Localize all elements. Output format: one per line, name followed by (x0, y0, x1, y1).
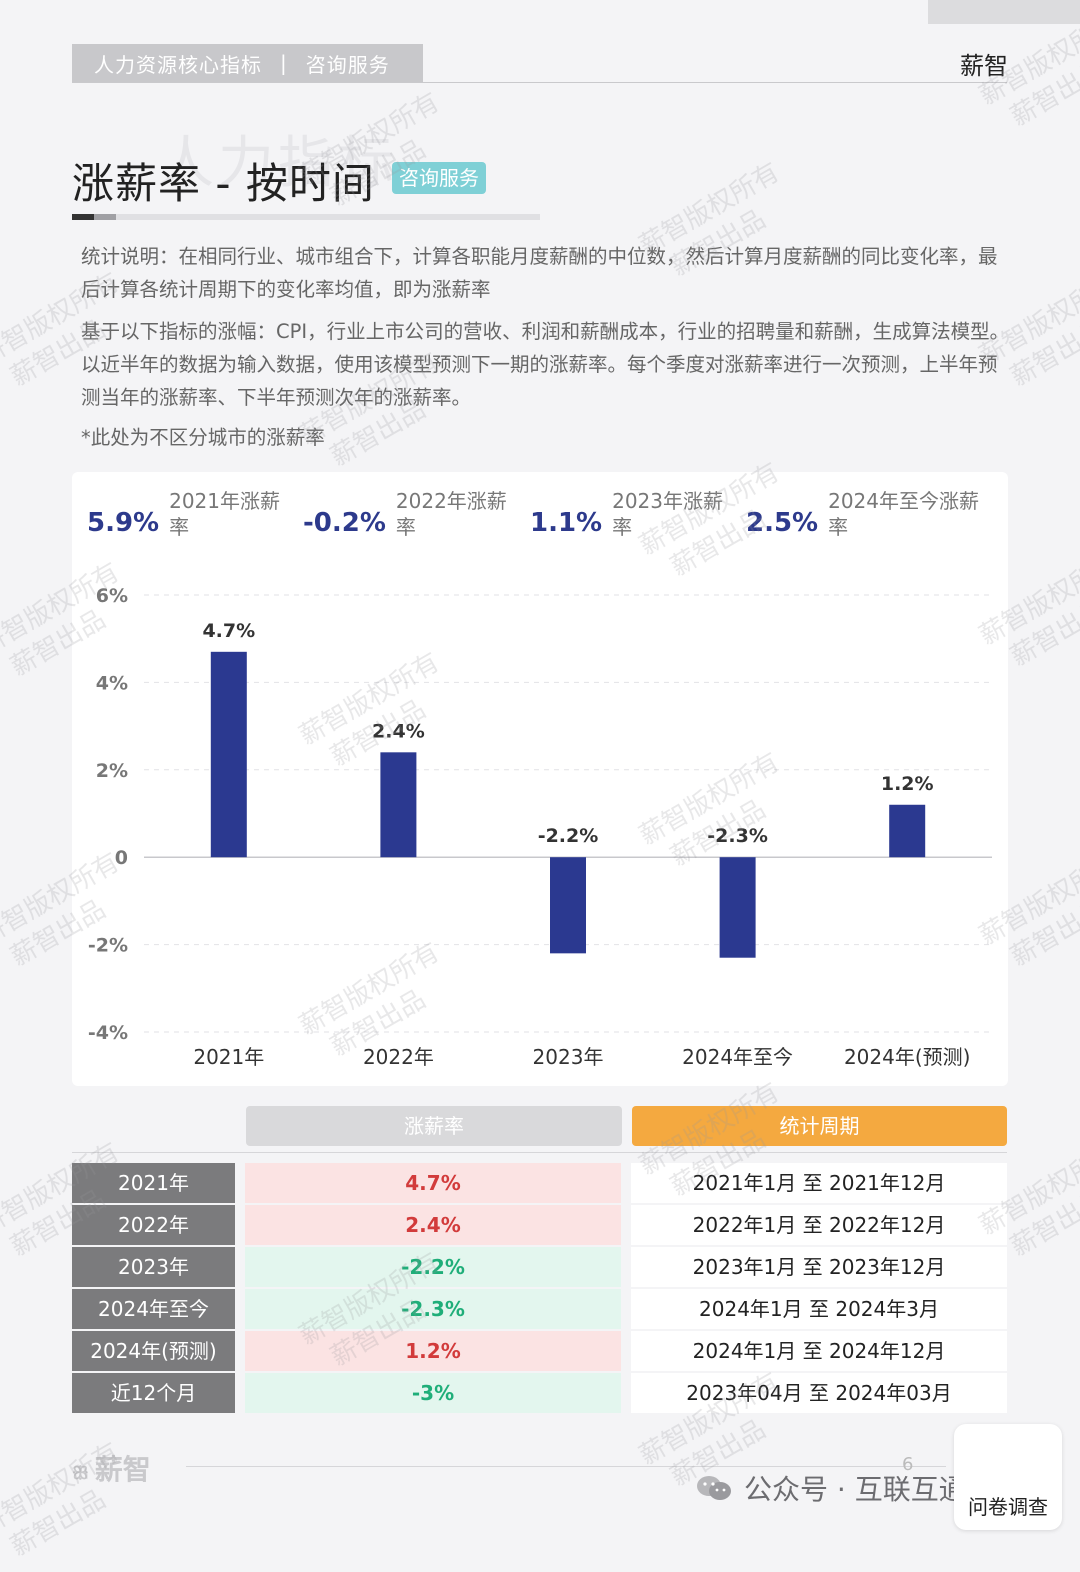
y-tick-label: 4% (96, 672, 128, 694)
wechat-icon (696, 1474, 732, 1502)
footer-logo: ꕥ 薪智 (72, 1448, 151, 1488)
table-row: 2021年 4.7% 2021年1月 至 2021年12月 (72, 1163, 1008, 1205)
logo-mark-icon: ꕥ (72, 1463, 89, 1484)
survey-button[interactable]: 问卷调查 (954, 1424, 1062, 1530)
row-rate: -2.3% (245, 1289, 621, 1329)
header-divider (72, 82, 1007, 83)
top-corner-block (928, 0, 1080, 24)
table-header-period: 统计周期 (632, 1106, 1007, 1146)
y-tick-label: 0 (115, 847, 128, 869)
kpi-2022: -0.2% 2022年涨薪率 (303, 488, 516, 540)
table-row: 2022年 2.4% 2022年1月 至 2022年12月 (72, 1205, 1008, 1247)
x-tick-label: 2021年 (193, 1045, 264, 1069)
kpi-2021: 5.9% 2021年涨薪率 (87, 488, 289, 540)
row-rate: -2.2% (245, 1247, 621, 1287)
row-year: 2024年至今 (72, 1289, 235, 1329)
y-tick-label: -4% (88, 1022, 128, 1044)
ghost-title: 人力指标 (158, 131, 398, 196)
kpi-label: 2024年至今涨薪率 (828, 489, 980, 539)
x-tick-label: 2024年(预测) (844, 1045, 971, 1069)
data-label: 4.7% (202, 620, 255, 642)
row-period: 2024年1月 至 2024年12月 (631, 1331, 1007, 1371)
row-rate: -3% (245, 1373, 621, 1413)
table-header-divider (72, 1152, 1007, 1153)
y-tick-label: 2% (96, 760, 128, 782)
title-badge: 咨询服务 (392, 162, 486, 194)
page-number: 6 (902, 1454, 914, 1475)
row-period: 2023年04月 至 2024年03月 (631, 1373, 1007, 1413)
kpi-label: 2023年涨薪率 (612, 489, 724, 539)
title-underline (72, 214, 540, 220)
row-period: 2021年1月 至 2021年12月 (631, 1163, 1007, 1203)
table-row: 近12个月 -3% 2023年04月 至 2024年03月 (72, 1373, 1008, 1415)
model-description: 基于以下指标的涨幅：CPI，行业上市公司的营收、利润和薪酬成本，行业的招聘量和薪… (81, 320, 1010, 409)
bar (550, 857, 586, 954)
chart-card: 5.9% 2021年涨薪率 -0.2% 2022年涨薪率 1.1% 2023年涨… (72, 472, 1008, 1086)
data-label: -2.2% (538, 825, 599, 847)
row-year: 2024年(预测) (72, 1331, 235, 1371)
salary-increase-bar-chart: 6% 4% 2% 0 -2% -4% 4.7% 2021年 2.4% 2022年 -2.2% 2023… (88, 585, 992, 1069)
stat-description: 统计说明：在相同行业、城市组合下，计算各职能月度薪酬的中位数，然后计算月度薪酬的… (81, 245, 998, 301)
bar (889, 804, 926, 858)
kpi-2023: 1.1% 2023年涨薪率 (530, 488, 732, 540)
row-rate: 1.2% (245, 1331, 621, 1371)
kpi-value: 2.5% (746, 508, 819, 538)
bar (719, 857, 756, 958)
row-rate: 2.4% (245, 1205, 621, 1245)
rate-table: 2021年 4.7% 2021年1月 至 2021年12月 2022年 2.4%… (72, 1163, 1008, 1415)
data-label: 1.2% (881, 773, 934, 795)
survey-label: 问卷调查 (968, 1495, 1048, 1519)
bar (210, 651, 247, 858)
header-separator: | (280, 51, 288, 75)
row-period: 2024年1月 至 2024年3月 (631, 1289, 1007, 1329)
y-tick-label: 6% (96, 585, 128, 607)
x-tick-label: 2024年至今 (682, 1045, 793, 1069)
row-year: 2022年 (72, 1205, 235, 1245)
page-title: 涨薪率 - 按时间 (72, 159, 375, 208)
row-period: 2023年1月 至 2023年12月 (631, 1247, 1007, 1287)
header-brand: 薪智 (960, 52, 1008, 80)
bar (380, 752, 417, 858)
header-service: 咨询服务 (305, 52, 390, 77)
table-row: 2023年 -2.2% 2023年1月 至 2023年12月 (72, 1247, 1008, 1289)
kpi-value: 1.1% (530, 508, 603, 538)
header-bar: 人力资源核心指标 | 咨询服务 (72, 44, 423, 82)
row-rate: 4.7% (245, 1163, 621, 1203)
row-year: 2023年 (72, 1247, 235, 1287)
kpi-label: 2021年涨薪率 (169, 489, 281, 539)
footer-logo-text: 薪智 (94, 1453, 151, 1486)
y-tick-label: -2% (88, 935, 128, 957)
kpi-value: 5.9% (87, 508, 160, 538)
data-label: -2.3% (707, 825, 768, 847)
row-year: 2021年 (72, 1163, 235, 1203)
row-year: 近12个月 (72, 1373, 235, 1413)
footnote: *此处为不区分城市的涨薪率 (81, 426, 325, 449)
kpi-label: 2022年涨薪率 (395, 489, 507, 539)
row-period: 2022年1月 至 2022年12月 (631, 1205, 1007, 1245)
kpi-2024-ytd: 2.5% 2024年至今涨薪率 (746, 488, 998, 540)
table-header-rate: 涨薪率 (246, 1106, 622, 1146)
data-label: 2.4% (372, 720, 425, 742)
table-row: 2024年(预测) 1.2% 2024年1月 至 2024年12月 (72, 1331, 1008, 1373)
kpi-value: -0.2% (303, 508, 386, 538)
table-row: 2024年至今 -2.3% 2024年1月 至 2024年3月 (72, 1289, 1008, 1331)
x-tick-label: 2023年 (533, 1045, 604, 1069)
footer-divider (186, 1466, 946, 1467)
header-category: 人力资源核心指标 (94, 52, 262, 77)
x-tick-label: 2022年 (363, 1045, 434, 1069)
